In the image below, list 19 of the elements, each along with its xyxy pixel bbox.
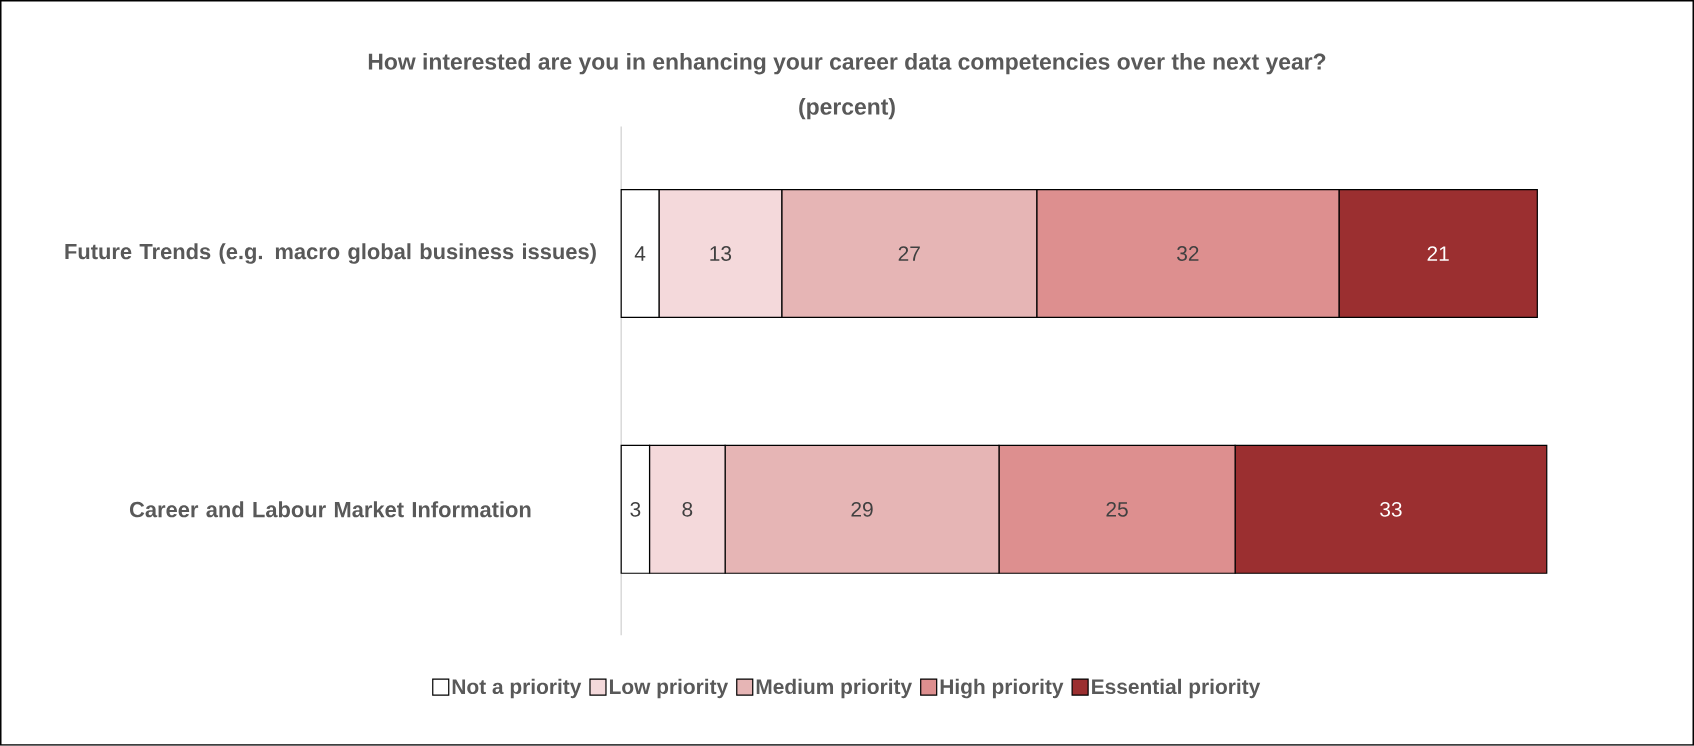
chart-subtitle: (percent): [799, 98, 895, 120]
legend-label: Not a priority: [452, 678, 582, 699]
data-label: 13: [710, 246, 732, 261]
legend-label: Medium priority: [756, 678, 912, 699]
data-label: 29: [851, 501, 873, 517]
y-tick-label: Future Trends (e.g. macro global business issues): [65, 243, 596, 264]
legend-label: High priority: [940, 678, 1064, 699]
chart-title: How interested are you in enhancing your career data competencies over the next year?: [368, 53, 1326, 75]
data-label: 27: [898, 246, 920, 261]
data-label: 32: [1177, 246, 1199, 261]
data-label: 3: [630, 501, 641, 517]
data-label: 25: [1106, 501, 1128, 517]
data-label: 8: [682, 501, 693, 517]
data-label: 33: [1380, 501, 1402, 517]
data-label: 21: [1427, 246, 1449, 261]
legend-label: Essential priority: [1092, 678, 1261, 699]
legend-label: Low priority: [609, 678, 729, 699]
y-tick-label: Career and Labour Market Information: [129, 501, 531, 518]
data-label: 4: [634, 246, 646, 261]
